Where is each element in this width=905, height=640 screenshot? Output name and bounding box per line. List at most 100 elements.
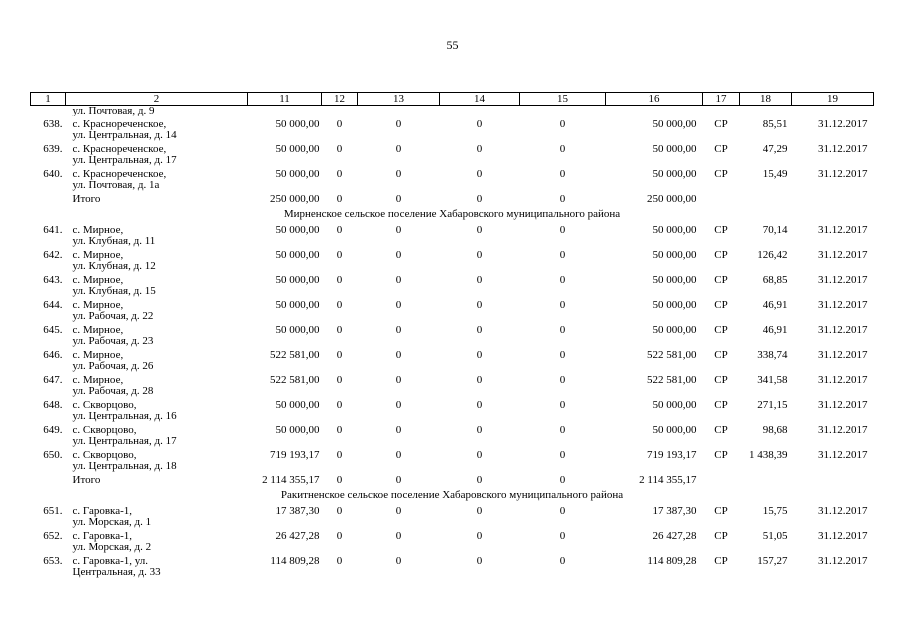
cell-col-16: 719 193,17 bbox=[647, 449, 697, 461]
address-line-2: ул. Рабочая, д. 26 bbox=[72, 360, 154, 372]
cell-col-12: 0 bbox=[336, 555, 343, 567]
cell-col-16: 50 000,00 bbox=[652, 143, 697, 155]
section-title: Мирненское сельское поселение Хабаровско… bbox=[283, 208, 621, 220]
row-number: 646. bbox=[43, 349, 63, 361]
address-line-2: Центральная, д. 33 bbox=[72, 566, 161, 578]
cell-col-18: 51,05 bbox=[762, 530, 788, 542]
subtotal-label: Итого bbox=[72, 474, 101, 486]
cell-col-19: 31.12.2017 bbox=[818, 374, 868, 386]
cell-col-19: 31.12.2017 bbox=[818, 224, 868, 236]
address-cell: с. Мирное, ул. Рабочая, д. 26 bbox=[66, 347, 248, 372]
address-cell: с. Гаровка-1, ул. Морская, д. 1 bbox=[66, 503, 248, 528]
subtotal-spacer bbox=[31, 191, 66, 208]
row-number: 639. bbox=[43, 143, 63, 155]
cell-col-19: 31.12.2017 bbox=[818, 424, 868, 436]
cell-col-18: 98,68 bbox=[762, 424, 788, 436]
cell-col-11: 50 000,00 bbox=[275, 143, 320, 155]
cell-col-15: 0 bbox=[559, 505, 566, 517]
cell-col-18: 157,27 bbox=[757, 555, 788, 567]
column-header: 1 bbox=[30, 92, 66, 106]
address-line-2: ул. Центральная, д. 17 bbox=[72, 435, 177, 447]
table-row: 638. с. Красноречен­ское, ул. Центральная,… bbox=[31, 116, 874, 141]
row-number: 652. bbox=[43, 530, 63, 542]
cell-col-12: 0 bbox=[336, 449, 343, 461]
cell-col-17: СР bbox=[714, 374, 728, 386]
subtotal-col-16: 250 000,00 bbox=[647, 193, 697, 205]
cell-col-13: 0 bbox=[395, 530, 402, 542]
address-cell: с. Красноречен­ское, ул. Центральная, д. … bbox=[66, 141, 248, 166]
cell-col-14: 0 bbox=[476, 324, 483, 336]
address-cell: с. Скворцово, ул. Центральная, д. 17 bbox=[66, 422, 248, 447]
cell-col-16: 50 000,00 bbox=[652, 249, 697, 261]
cell-col-18: 47,29 bbox=[762, 143, 788, 155]
cell-col-18: 85,51 bbox=[762, 118, 788, 130]
address-cell: с. Красноречен­ское, ул. Почтовая, д. 1а bbox=[66, 166, 248, 191]
cell-col-16: 26 427,28 bbox=[652, 530, 697, 542]
cell-col-11: 50 000,00 bbox=[275, 324, 320, 336]
table-row: 653. с. Гаровка-1, ул. Центральная, д. 33 1… bbox=[31, 553, 874, 578]
cell-col-15: 0 bbox=[559, 399, 566, 411]
subtotal-col-15: 0 bbox=[559, 193, 566, 205]
section-header-row: Ракитненское сельское поселение Хабаровс… bbox=[31, 489, 874, 503]
cell-col-19: 31.12.2017 bbox=[818, 299, 868, 311]
report-table: 1 2 11 12 13 14 15 16 17 18 19 ул. Почто… bbox=[30, 92, 874, 578]
cell-col-12: 0 bbox=[336, 249, 343, 261]
row-number: 645. bbox=[43, 324, 63, 336]
cell-col-17: СР bbox=[714, 399, 728, 411]
cell-col-19: 31.12.2017 bbox=[818, 505, 868, 517]
cell-col-15: 0 bbox=[559, 143, 566, 155]
subtotal-col-11: 2 114 355,17 bbox=[262, 474, 320, 486]
cell-col-11: 50 000,00 bbox=[275, 168, 320, 180]
cell-col-19: 31.12.2017 bbox=[818, 349, 868, 361]
cell-col-16: 50 000,00 bbox=[652, 224, 697, 236]
column-header: 19 bbox=[791, 92, 874, 106]
cell-col-19: 31.12.2017 bbox=[818, 118, 868, 130]
address-line-1: с. Мирное, bbox=[72, 324, 124, 336]
subtotal-spacer bbox=[703, 472, 874, 489]
subtotal-spacer bbox=[31, 472, 66, 489]
cell-col-15: 0 bbox=[559, 249, 566, 261]
row-number: 642. bbox=[43, 249, 63, 261]
row-number: 641. bbox=[43, 224, 63, 236]
table-row: 644. с. Мирное, ул. Рабочая, д. 22 50 000,0… bbox=[31, 297, 874, 322]
cell-col-17: СР bbox=[714, 424, 728, 436]
subtotal-col-13: 0 bbox=[395, 474, 402, 486]
subtotal-row: Итого 250 000,00 0 0 0 0 250 000,00 bbox=[31, 191, 874, 208]
cell-col-17: СР bbox=[714, 530, 728, 542]
address-cell: с. Гаровка-1, ул. Морская, д. 2 bbox=[66, 528, 248, 553]
cell-col-13: 0 bbox=[395, 299, 402, 311]
table-row: 640. с. Красноречен­ское, ул. Почтовая, д.… bbox=[31, 166, 874, 191]
cell-col-16: 522 581,00 bbox=[647, 349, 697, 361]
cell-col-17: СР bbox=[714, 449, 728, 461]
cell-col-19: 31.12.2017 bbox=[818, 449, 868, 461]
cell-col-15: 0 bbox=[559, 299, 566, 311]
column-header: 13 bbox=[357, 92, 440, 106]
row-number: 647. bbox=[43, 374, 63, 386]
cell-col-14: 0 bbox=[476, 530, 483, 542]
cell-col-17: СР bbox=[714, 349, 728, 361]
address-cell: с. Мирное, ул. Рабочая, д. 28 bbox=[66, 372, 248, 397]
row-number: 638. bbox=[43, 118, 63, 130]
cell-col-19: 31.12.2017 bbox=[818, 324, 868, 336]
subtotal-col-12: 0 bbox=[336, 193, 343, 205]
cell-col-13: 0 bbox=[395, 555, 402, 567]
address-cell: с. Гаровка-1, ул. Центральная, д. 33 bbox=[66, 553, 248, 578]
address-cell: с. Мирное, ул. Клубная, д. 12 bbox=[66, 247, 248, 272]
address-line-1: с. Красноречен­ское, bbox=[72, 168, 167, 180]
cell-col-14: 0 bbox=[476, 424, 483, 436]
cell-col-18: 126,42 bbox=[757, 249, 788, 261]
table-row: 642. с. Мирное, ул. Клубная, д. 12 50 000,0… bbox=[31, 247, 874, 272]
cell-col-13: 0 bbox=[395, 224, 402, 236]
address-line-1: с. Скворцово, bbox=[72, 399, 137, 411]
cell-col-17: СР bbox=[714, 249, 728, 261]
cell-col-12: 0 bbox=[336, 349, 343, 361]
cell-col-11: 50 000,00 bbox=[275, 424, 320, 436]
cell-col-15: 0 bbox=[559, 424, 566, 436]
subtotal-col-11: 250 000,00 bbox=[270, 193, 320, 205]
address-line-1: с. Мирное, bbox=[72, 274, 124, 286]
cell-col-15: 0 bbox=[559, 118, 566, 130]
cell-col-15: 0 bbox=[559, 168, 566, 180]
cell-col-12: 0 bbox=[336, 374, 343, 386]
cell-col-15: 0 bbox=[559, 224, 566, 236]
cell-col-16: 50 000,00 bbox=[652, 324, 697, 336]
